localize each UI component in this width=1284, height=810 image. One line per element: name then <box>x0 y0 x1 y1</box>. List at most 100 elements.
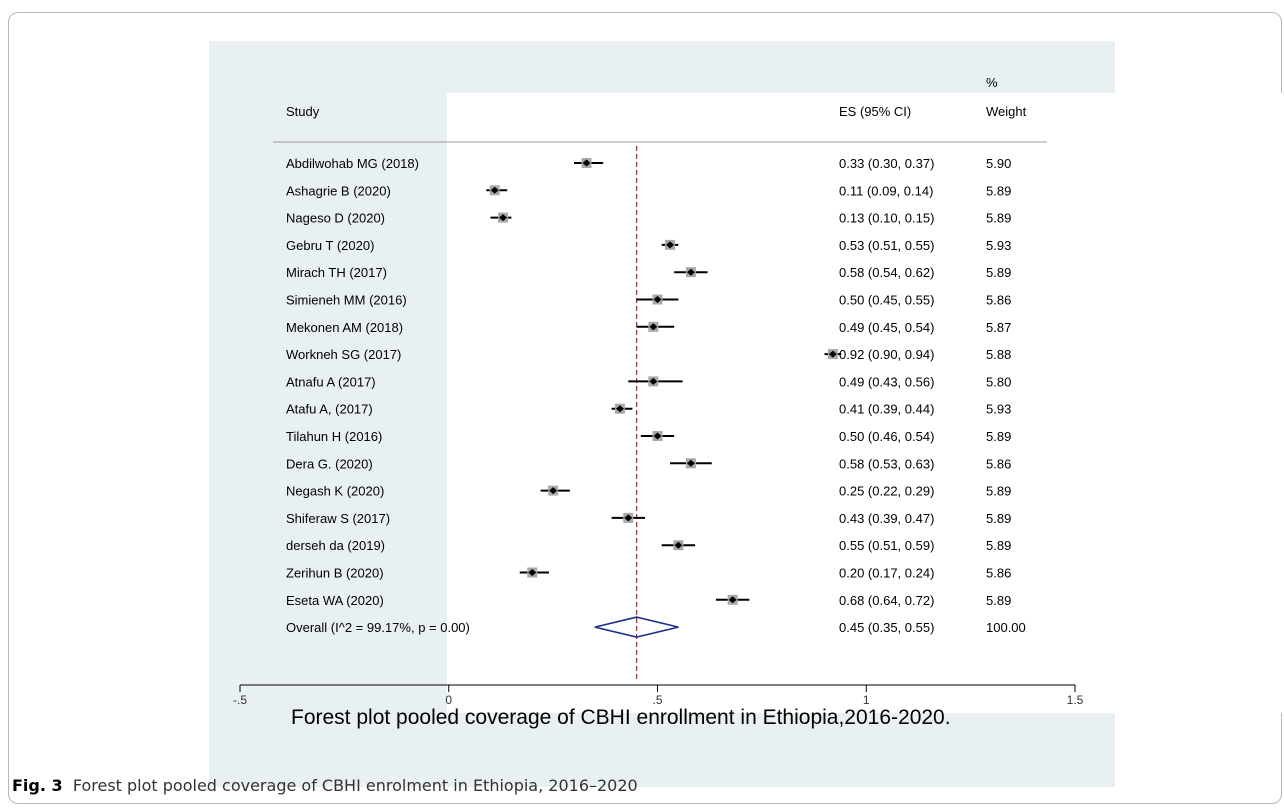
study-weight: 5.86 <box>986 456 1011 471</box>
study-name: Nageso D (2020) <box>286 211 385 226</box>
study-row: Atnafu A (2017) 0.49 (0.43, 0.56) 5.80 <box>286 374 1011 389</box>
study-weight: 5.89 <box>986 538 1011 553</box>
study-es-ci: 0.55 (0.51, 0.59) <box>839 538 934 553</box>
study-name: Atnafu A (2017) <box>286 374 376 389</box>
study-es-ci: 0.33 (0.30, 0.37) <box>839 156 934 171</box>
overall-weight: 100.00 <box>986 620 1026 635</box>
study-name: Simieneh MM (2016) <box>286 293 407 308</box>
study-name: Shiferaw S (2017) <box>286 511 390 526</box>
study-es-ci: 0.11 (0.09, 0.14) <box>839 183 933 198</box>
study-name: Mirach TH (2017) <box>286 265 387 280</box>
study-es-ci: 0.92 (0.90, 0.94) <box>839 347 934 362</box>
study-weight: 5.89 <box>986 265 1011 280</box>
study-row: Mekonen AM (2018) 0.49 (0.45, 0.54) 5.87 <box>286 320 1011 335</box>
study-row: Workneh SG (2017) 0.92 (0.90, 0.94) 5.88 <box>286 347 1011 362</box>
forest-plot: Study ES (95% CI) % Weight Abdilwohab MG… <box>233 75 1084 729</box>
study-weight: 5.89 <box>986 183 1011 198</box>
plot-inner-panel <box>447 93 1284 713</box>
point-estimate <box>653 432 662 440</box>
study-name: Tilahun H (2016) <box>286 429 382 444</box>
study-es-ci: 0.25 (0.22, 0.29) <box>839 484 934 499</box>
study-es-ci: 0.49 (0.43, 0.56) <box>839 374 934 389</box>
x-tick-label: 0 <box>445 693 452 707</box>
caption-label: Fig. 3 <box>12 776 63 795</box>
study-name: Dera G. (2020) <box>286 456 373 471</box>
point-estimate <box>624 514 633 522</box>
study-weight: 5.86 <box>986 293 1011 308</box>
study-row: Gebru T (2020) 0.53 (0.51, 0.55) 5.93 <box>286 238 1011 253</box>
point-estimate <box>728 596 737 604</box>
study-es-ci: 0.49 (0.45, 0.54) <box>839 320 934 335</box>
x-tick-label: .5 <box>652 693 662 707</box>
point-estimate <box>686 268 695 276</box>
study-name: Abdilwohab MG (2018) <box>286 156 419 171</box>
study-es-ci: 0.58 (0.53, 0.63) <box>839 456 934 471</box>
point-estimate <box>666 241 675 249</box>
study-name: Atafu A, (2017) <box>286 402 373 417</box>
x-axis: -.5 0 .5 1 1.5 <box>233 684 1084 707</box>
study-weight: 5.93 <box>986 402 1011 417</box>
study-row: derseh da (2019) 0.55 (0.51, 0.59) 5.89 <box>286 538 1011 553</box>
study-row: Shiferaw S (2017) 0.43 (0.39, 0.47) 5.89 <box>286 511 1011 526</box>
study-weight: 5.80 <box>986 374 1011 389</box>
overall-es-ci: 0.45 (0.35, 0.55) <box>839 620 934 635</box>
study-row: Abdilwohab MG (2018) 0.33 (0.30, 0.37) 5.9… <box>286 156 1011 171</box>
x-axis-label: Forest plot pooled coverage of CBHI enro… <box>291 706 951 729</box>
study-es-ci: 0.50 (0.45, 0.55) <box>839 293 934 308</box>
study-es-ci: 0.20 (0.17, 0.24) <box>839 566 934 581</box>
point-estimate <box>653 296 662 303</box>
point-estimate <box>674 541 683 549</box>
study-name: Gebru T (2020) <box>286 238 374 253</box>
study-name: Mekonen AM (2018) <box>286 320 403 335</box>
overall-row: Overall (I^2 = 99.17%, p = 0.00) 0.45 (0.… <box>286 616 1026 638</box>
study-weight: 5.89 <box>986 593 1011 608</box>
study-row: Mirach TH (2017) 0.58 (0.54, 0.62) 5.89 <box>286 265 1011 280</box>
study-row: Eseta WA (2020) 0.68 (0.64, 0.72) 5.89 <box>286 593 1011 608</box>
figure-frame: Study ES (95% CI) % Weight Abdilwohab MG… <box>8 12 1284 804</box>
study-name: Negash K (2020) <box>286 484 384 499</box>
point-estimate <box>615 405 624 413</box>
caption-text: Forest plot pooled coverage of CBHI enro… <box>72 776 638 795</box>
study-row: Nageso D (2020) 0.13 (0.10, 0.15) 5.89 <box>286 211 1011 226</box>
study-row: Ashagrie B (2020) 0.11 (0.09, 0.14) 5.89 <box>286 183 1011 198</box>
study-name: Ashagrie B (2020) <box>286 183 391 198</box>
point-estimate <box>686 459 695 467</box>
study-weight: 5.89 <box>986 429 1011 444</box>
header-weight: Weight <box>986 104 1027 119</box>
study-rows: Abdilwohab MG (2018) 0.33 (0.30, 0.37) 5.9… <box>286 156 1011 608</box>
overall-name: Overall (I^2 = 99.17%, p = 0.00) <box>286 620 470 635</box>
x-tick-label: -.5 <box>233 693 247 707</box>
column-headers: Study ES (95% CI) % Weight <box>286 75 1027 119</box>
study-weight: 5.90 <box>986 156 1011 171</box>
study-row: Zerihun B (2020) 0.20 (0.17, 0.24) 5.86 <box>286 566 1011 581</box>
figure-caption: Fig. 3 Forest plot pooled coverage of CB… <box>12 776 638 795</box>
study-name: Zerihun B (2020) <box>286 566 384 581</box>
study-weight: 5.88 <box>986 347 1011 362</box>
x-tick-label: 1 <box>863 693 870 707</box>
study-row: Tilahun H (2016) 0.50 (0.46, 0.54) 5.89 <box>286 429 1011 444</box>
header-study: Study <box>286 104 320 119</box>
study-es-ci: 0.13 (0.10, 0.15) <box>839 211 934 226</box>
point-estimate <box>499 214 508 222</box>
study-weight: 5.93 <box>986 238 1011 253</box>
study-es-ci: 0.53 (0.51, 0.55) <box>839 238 934 253</box>
point-estimate <box>649 323 658 331</box>
study-weight: 5.87 <box>986 320 1011 335</box>
point-estimate <box>649 377 658 385</box>
point-estimate <box>549 487 558 495</box>
point-estimate <box>582 159 591 167</box>
study-row: Negash K (2020) 0.25 (0.22, 0.29) 5.89 <box>286 484 1011 499</box>
study-row: Simieneh MM (2016) 0.50 (0.45, 0.55) 5.86 <box>286 293 1011 308</box>
study-row: Dera G. (2020) 0.58 (0.53, 0.63) 5.86 <box>286 456 1011 471</box>
point-estimate <box>828 350 837 358</box>
study-name: Workneh SG (2017) <box>286 347 401 362</box>
study-name: Eseta WA (2020) <box>286 593 384 608</box>
overall-diamond <box>594 616 679 638</box>
study-es-ci: 0.50 (0.46, 0.54) <box>839 429 934 444</box>
study-name: derseh da (2019) <box>286 538 385 553</box>
study-weight: 5.86 <box>986 566 1011 581</box>
header-es: ES (95% CI) <box>839 104 911 119</box>
point-estimate <box>528 569 537 576</box>
x-tick-label: 1.5 <box>1067 693 1084 707</box>
header-weight-percent: % <box>986 75 998 90</box>
